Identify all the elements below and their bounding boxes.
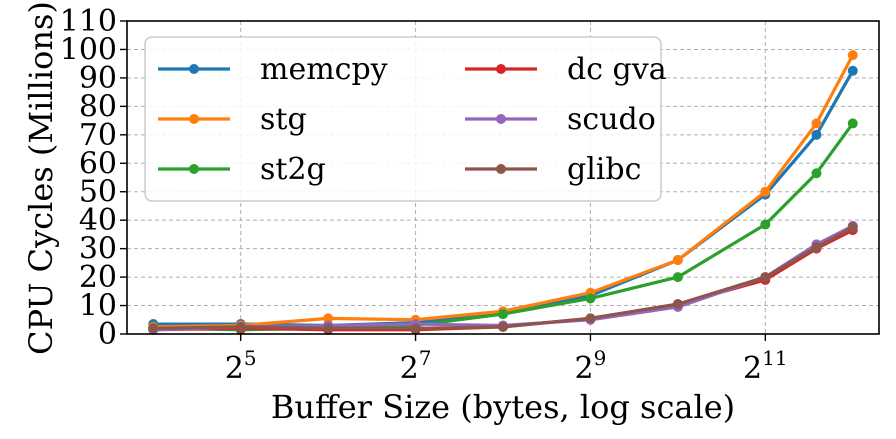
- data-point: [760, 219, 771, 230]
- legend-swatch-marker: [496, 114, 506, 124]
- legend-item: scudo: [465, 102, 656, 137]
- x-tick-label: 27: [400, 346, 432, 386]
- legend-label: scudo: [567, 102, 656, 137]
- data-point: [148, 323, 159, 334]
- data-point: [498, 309, 508, 320]
- data-point: [585, 313, 596, 324]
- y-tick-label: 90: [79, 61, 117, 96]
- y-tick-label: 80: [79, 89, 117, 124]
- data-point: [498, 321, 508, 332]
- y-tick-label: 10: [79, 289, 117, 324]
- y-tick-label: 100: [60, 32, 117, 67]
- legend-swatch-marker: [189, 114, 199, 124]
- legend-label: memcpy: [260, 52, 388, 87]
- x-tick-label: 29: [575, 346, 607, 386]
- legend-swatch-marker: [496, 164, 506, 174]
- x-axis-ticks: 25 27 29 211: [225, 334, 788, 386]
- legend-swatch-marker: [189, 64, 199, 74]
- series-line: [153, 54, 855, 329]
- data-point: [847, 65, 858, 76]
- x-tick-base: 2: [225, 351, 244, 386]
- legend: memcpy stg st2g dc gva scudo glibc: [144, 36, 667, 202]
- legend-swatch-marker: [189, 164, 199, 174]
- data-point: [811, 168, 822, 179]
- data-point: [760, 272, 771, 283]
- data-point: [847, 222, 858, 233]
- data-point: [847, 118, 858, 129]
- legend-item: stg: [158, 102, 307, 137]
- y-axis-label: CPU Cycles (Millions): [22, 1, 60, 355]
- legend-item: dc gva: [465, 52, 667, 87]
- x-tick-exponent: 7: [419, 346, 432, 370]
- y-tick-label: 50: [79, 175, 117, 210]
- legend-label: stg: [260, 102, 307, 137]
- y-tick-label: 0: [98, 317, 117, 352]
- x-tick-label: 25: [225, 346, 257, 386]
- data-point: [235, 321, 246, 332]
- legend-label: dc gva: [567, 52, 667, 87]
- data-point: [323, 323, 334, 334]
- data-point: [760, 186, 771, 197]
- data-point: [672, 299, 683, 310]
- data-point: [672, 255, 683, 266]
- data-point: [323, 313, 334, 324]
- y-tick-label: 70: [79, 118, 117, 153]
- legend-swatch-marker: [496, 64, 506, 74]
- legend-item: glibc: [465, 152, 641, 187]
- data-point: [811, 129, 822, 140]
- x-tick-base: 2: [400, 351, 419, 386]
- plot-frame: [126, 20, 880, 335]
- data-point: [811, 118, 822, 129]
- legend-item: memcpy: [158, 52, 388, 87]
- series-line: [153, 225, 854, 330]
- data-point: [811, 242, 822, 253]
- data-point: [410, 323, 421, 334]
- y-tick-label: 60: [79, 146, 117, 181]
- series-layer: [148, 50, 858, 335]
- y-tick-label: 20: [79, 260, 117, 295]
- legend-box: [144, 36, 662, 202]
- x-tick-exponent: 11: [762, 346, 787, 370]
- data-point: [672, 272, 683, 283]
- y-tick-label: 110: [60, 4, 117, 39]
- y-tick-label: 40: [79, 203, 117, 238]
- x-tick-exponent: 5: [244, 346, 257, 370]
- y-tick-label: 30: [79, 232, 117, 267]
- data-point: [585, 293, 596, 304]
- legend-item: st2g: [158, 152, 326, 187]
- x-axis-label: Buffer Size (bytes, log scale): [271, 388, 735, 426]
- data-point: [847, 50, 858, 61]
- legend-label: st2g: [260, 152, 326, 187]
- series-glibc: [148, 222, 858, 334]
- x-tick-base: 2: [743, 351, 762, 386]
- legend-label: glibc: [567, 152, 641, 187]
- x-tick-exponent: 9: [594, 346, 607, 370]
- x-tick-label: 211: [743, 346, 788, 386]
- x-tick-base: 2: [575, 351, 594, 386]
